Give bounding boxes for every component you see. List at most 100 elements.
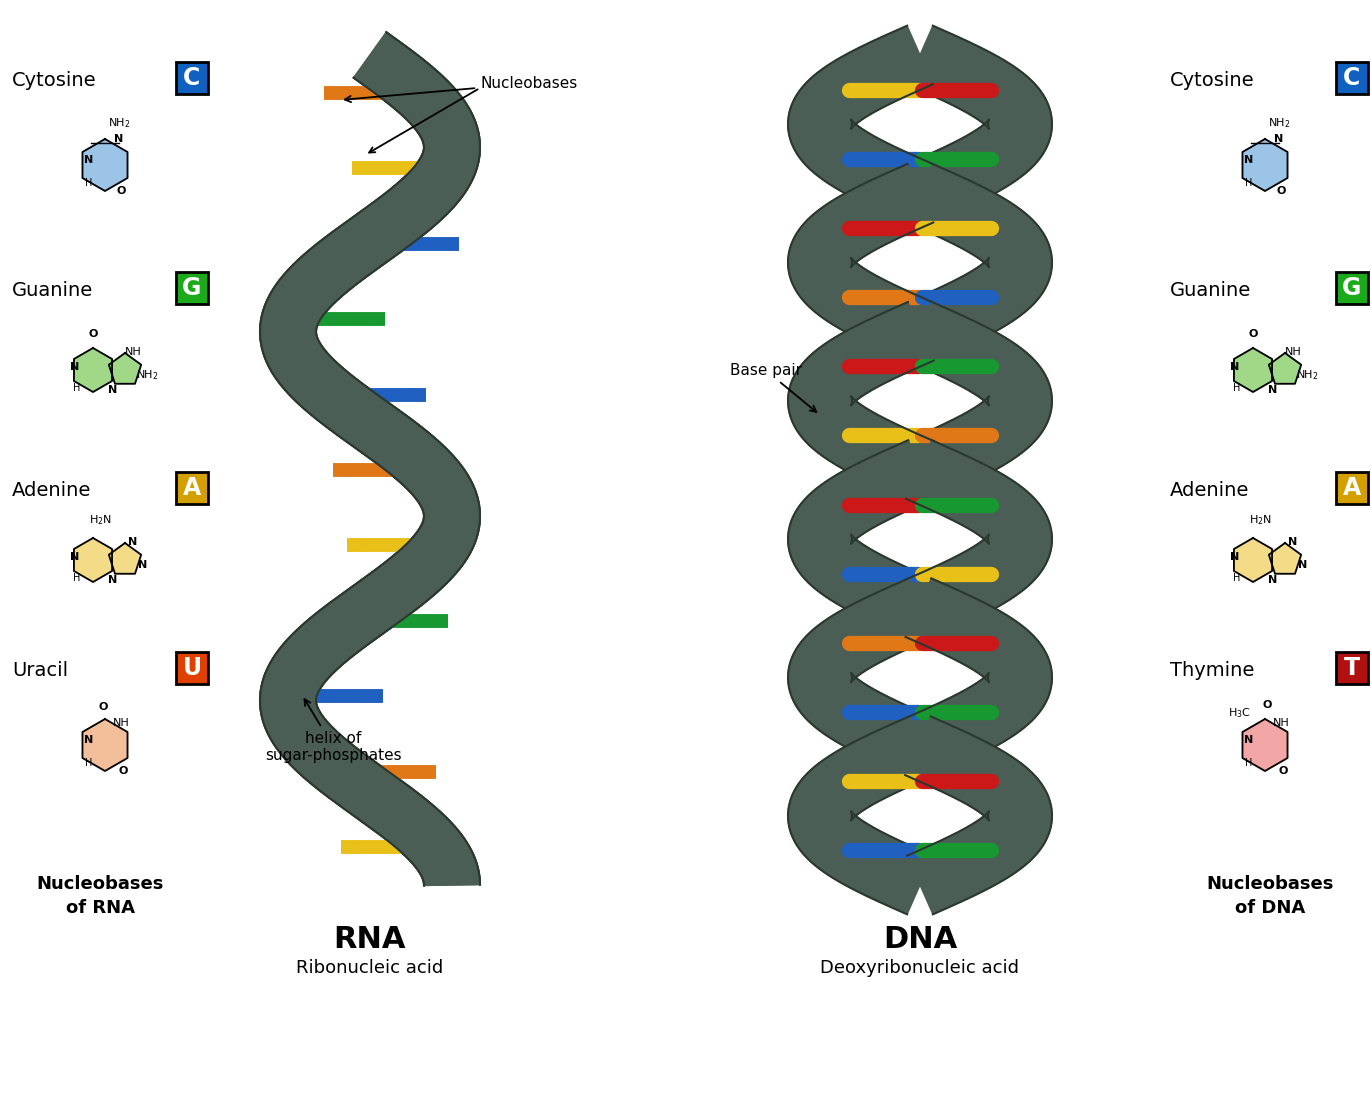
Text: helix of
sugar-phosphates: helix of sugar-phosphates xyxy=(265,699,402,764)
Text: A: A xyxy=(1342,476,1361,500)
Text: O: O xyxy=(88,329,97,339)
Text: N: N xyxy=(108,385,118,395)
Text: N: N xyxy=(1268,385,1278,395)
Text: O: O xyxy=(117,186,126,196)
Text: H$_2$N: H$_2$N xyxy=(89,513,111,527)
Text: N: N xyxy=(108,575,118,585)
FancyBboxPatch shape xyxy=(1335,472,1368,504)
Text: O: O xyxy=(1276,186,1286,196)
Text: NH: NH xyxy=(1285,347,1301,357)
Text: Guanine: Guanine xyxy=(1169,281,1252,299)
Text: N: N xyxy=(70,552,80,562)
Text: Nucleobases
of DNA: Nucleobases of DNA xyxy=(1206,875,1334,917)
Polygon shape xyxy=(905,578,1052,776)
Text: Nucleobases: Nucleobases xyxy=(344,76,577,102)
FancyBboxPatch shape xyxy=(1335,272,1368,304)
Polygon shape xyxy=(1234,538,1272,583)
Text: Adenine: Adenine xyxy=(1169,480,1249,499)
FancyBboxPatch shape xyxy=(175,652,208,685)
Text: Ribonucleic acid: Ribonucleic acid xyxy=(296,959,444,977)
Text: Deoxyribonucleic acid: Deoxyribonucleic acid xyxy=(820,959,1020,977)
Text: H: H xyxy=(1245,178,1253,188)
Text: H: H xyxy=(73,573,81,583)
Polygon shape xyxy=(82,719,128,771)
Polygon shape xyxy=(905,25,1052,224)
Text: O: O xyxy=(1278,766,1287,776)
Text: NH: NH xyxy=(112,719,129,728)
Text: N: N xyxy=(129,538,137,547)
FancyBboxPatch shape xyxy=(175,63,208,94)
Text: N: N xyxy=(138,559,148,570)
Text: Nucleobases
of RNA: Nucleobases of RNA xyxy=(36,875,163,917)
Polygon shape xyxy=(788,440,934,638)
Polygon shape xyxy=(788,302,934,500)
Text: N: N xyxy=(114,134,123,144)
Text: DNA: DNA xyxy=(883,926,957,954)
FancyBboxPatch shape xyxy=(175,272,208,304)
Text: N: N xyxy=(70,362,80,372)
Text: Cytosine: Cytosine xyxy=(12,70,96,90)
Text: Guanine: Guanine xyxy=(12,281,93,299)
Text: NH$_2$: NH$_2$ xyxy=(1296,369,1319,382)
Text: N: N xyxy=(1268,575,1278,585)
Polygon shape xyxy=(906,302,1052,500)
Polygon shape xyxy=(74,348,112,392)
Text: N: N xyxy=(1275,134,1283,144)
Polygon shape xyxy=(1234,348,1272,392)
Text: U: U xyxy=(182,656,202,680)
Text: NH$_2$: NH$_2$ xyxy=(108,116,130,129)
Text: N: N xyxy=(1230,362,1239,372)
Text: G: G xyxy=(1342,276,1361,299)
Text: H: H xyxy=(1234,383,1241,393)
Polygon shape xyxy=(260,32,480,885)
Text: A: A xyxy=(182,476,202,500)
Text: H: H xyxy=(1234,573,1241,583)
Polygon shape xyxy=(788,25,935,224)
Polygon shape xyxy=(1242,139,1287,191)
Text: O: O xyxy=(99,702,108,712)
FancyBboxPatch shape xyxy=(1335,652,1368,685)
Polygon shape xyxy=(905,163,1052,362)
Polygon shape xyxy=(1268,543,1301,574)
Polygon shape xyxy=(905,716,1052,914)
Text: N: N xyxy=(85,155,93,165)
Text: Cytosine: Cytosine xyxy=(1169,70,1254,90)
Polygon shape xyxy=(788,163,935,362)
Polygon shape xyxy=(82,139,128,191)
Text: T: T xyxy=(1344,656,1360,680)
Text: Uracil: Uracil xyxy=(12,660,69,679)
Text: NH$_2$: NH$_2$ xyxy=(1268,116,1290,129)
Text: N: N xyxy=(1245,155,1253,165)
Polygon shape xyxy=(1242,719,1287,771)
Text: Thymine: Thymine xyxy=(1169,660,1254,679)
FancyBboxPatch shape xyxy=(175,472,208,504)
FancyBboxPatch shape xyxy=(1335,63,1368,94)
Text: O: O xyxy=(1249,329,1257,339)
Text: N: N xyxy=(1289,538,1297,547)
Text: RNA: RNA xyxy=(333,926,406,954)
Text: C: C xyxy=(184,66,200,90)
Polygon shape xyxy=(788,578,935,776)
Text: Base pair: Base pair xyxy=(729,363,816,412)
Polygon shape xyxy=(906,440,1052,638)
Text: N: N xyxy=(85,735,93,745)
Polygon shape xyxy=(74,538,112,583)
Polygon shape xyxy=(108,353,141,384)
Text: N: N xyxy=(1230,552,1239,562)
Polygon shape xyxy=(260,32,480,885)
Text: N: N xyxy=(1298,559,1308,570)
Text: H$_2$N: H$_2$N xyxy=(1249,513,1271,527)
Text: N: N xyxy=(1245,735,1253,745)
Text: H: H xyxy=(1245,758,1253,768)
Text: O: O xyxy=(118,766,128,776)
Text: H$_3$C: H$_3$C xyxy=(1227,706,1250,720)
Text: NH$_2$: NH$_2$ xyxy=(136,369,158,382)
Text: H: H xyxy=(85,178,93,188)
Text: H: H xyxy=(73,383,81,393)
Text: H: H xyxy=(85,758,93,768)
Polygon shape xyxy=(108,543,141,574)
Text: C: C xyxy=(1344,66,1360,90)
Text: O: O xyxy=(1263,700,1272,710)
Text: G: G xyxy=(182,276,202,299)
Polygon shape xyxy=(1268,353,1301,384)
